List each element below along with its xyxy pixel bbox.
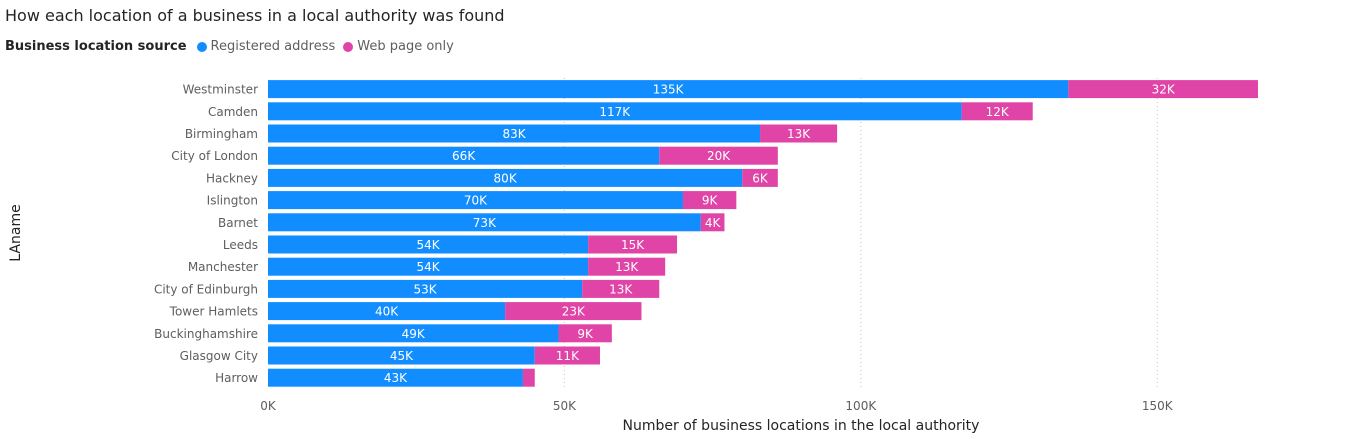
x-tick-label: 150K — [1142, 399, 1174, 413]
bar-segment-registered-address — [268, 368, 523, 387]
bar-segment-registered-address — [268, 213, 701, 232]
legend-item-web-page-only[interactable]: Web page only — [343, 39, 454, 54]
y-tick-label: Camden — [208, 105, 258, 119]
data-label: 53K — [414, 282, 438, 296]
bar-segment-web-page-only — [682, 191, 737, 210]
data-label: 40K — [375, 305, 399, 319]
bar-segment-registered-address — [268, 102, 962, 121]
bar-segment-registered-address — [268, 191, 683, 210]
bar-segment-registered-address — [268, 346, 535, 365]
bar-segment-registered-address — [268, 168, 743, 187]
bar-segment-web-page-only — [588, 257, 666, 276]
data-label: 135K — [653, 83, 685, 97]
bar-segment-registered-address — [268, 80, 1069, 99]
data-label: 54K — [416, 238, 440, 252]
bar-segment-web-page-only — [558, 324, 612, 343]
data-label: 83K — [502, 127, 526, 141]
chart-title: How each location of a business in a loc… — [5, 6, 505, 25]
bar-segment-registered-address — [268, 302, 506, 321]
data-label: 70K — [464, 194, 488, 208]
y-tick-label: Hackney — [206, 171, 258, 185]
bar-segment-web-page-only — [534, 346, 600, 365]
y-tick-label: Tower Hamlets — [169, 305, 258, 319]
data-label: 54K — [416, 260, 440, 274]
bar-segment-web-page-only — [582, 279, 660, 298]
bar-segment-web-page-only — [700, 213, 725, 232]
y-axis-title: LAname — [8, 204, 24, 261]
y-tick-label: Buckinghamshire — [154, 327, 258, 341]
data-label: 66K — [452, 149, 476, 163]
bar-segment-web-page-only — [961, 102, 1033, 121]
y-tick-label: Glasgow City — [180, 349, 258, 363]
legend-item-registered-address[interactable]: Registered address — [196, 39, 336, 54]
y-tick-label: City of London — [171, 149, 258, 163]
y-tick-label: Barnet — [218, 216, 258, 230]
data-label: 13K — [787, 127, 811, 141]
y-tick-label: Westminster — [183, 83, 258, 97]
data-label: 15K — [621, 238, 645, 252]
x-tick-label: 50K — [553, 399, 577, 413]
y-tick-label: Islington — [207, 194, 258, 208]
bar-segment-web-page-only — [760, 124, 838, 143]
data-label: 23K — [562, 305, 586, 319]
legend-label-web-page-only: Web page only — [357, 39, 454, 54]
data-label: 9K — [702, 194, 719, 208]
bar-segment-web-page-only — [742, 168, 778, 187]
bar-segment-registered-address — [268, 146, 660, 165]
data-label: 20K — [707, 149, 731, 163]
data-label: 4K — [705, 216, 722, 230]
bar-segment-web-page-only — [1068, 80, 1258, 99]
data-label: 49K — [402, 327, 426, 341]
data-label: 13K — [609, 282, 633, 296]
bar-segment-registered-address — [268, 324, 559, 343]
x-axis-title: Number of business locations in the loca… — [623, 418, 980, 434]
legend-marker-web-page-only — [343, 41, 354, 52]
x-tick-label: 100K — [845, 399, 877, 413]
data-label: 45K — [390, 349, 414, 363]
data-label: 73K — [473, 216, 497, 230]
bar-segment-web-page-only — [505, 302, 642, 321]
data-label: 32K — [1152, 83, 1176, 97]
data-label: 117K — [599, 105, 631, 119]
legend: Business location source Registered addr… — [5, 39, 462, 54]
data-label: 13K — [615, 260, 639, 274]
legend-label-registered-address: Registered address — [210, 39, 336, 54]
legend-title: Business location source — [5, 39, 187, 54]
y-tick-label: Manchester — [188, 260, 258, 274]
data-label: 43K — [384, 371, 408, 385]
bar-segment-registered-address — [268, 257, 589, 276]
bar-segment-web-page-only — [659, 146, 778, 165]
data-label: 6K — [752, 171, 769, 185]
bar-segment-registered-address — [268, 235, 589, 254]
data-label: 11K — [556, 349, 580, 363]
y-tick-label: Leeds — [223, 238, 258, 252]
y-tick-label: Birmingham — [185, 127, 258, 141]
y-tick-label: Harrow — [215, 371, 258, 385]
data-label: 80K — [494, 171, 518, 185]
legend-marker-registered-address — [196, 41, 207, 52]
bar-segment-registered-address — [268, 124, 761, 143]
bar-segment-web-page-only — [588, 235, 678, 254]
x-tick-label: 0K — [260, 399, 277, 413]
data-label: 12K — [986, 105, 1010, 119]
y-tick-label: City of Edinburgh — [154, 282, 258, 296]
bar-segment-web-page-only — [522, 368, 535, 387]
data-label: 9K — [577, 327, 594, 341]
bar-segment-registered-address — [268, 279, 583, 298]
